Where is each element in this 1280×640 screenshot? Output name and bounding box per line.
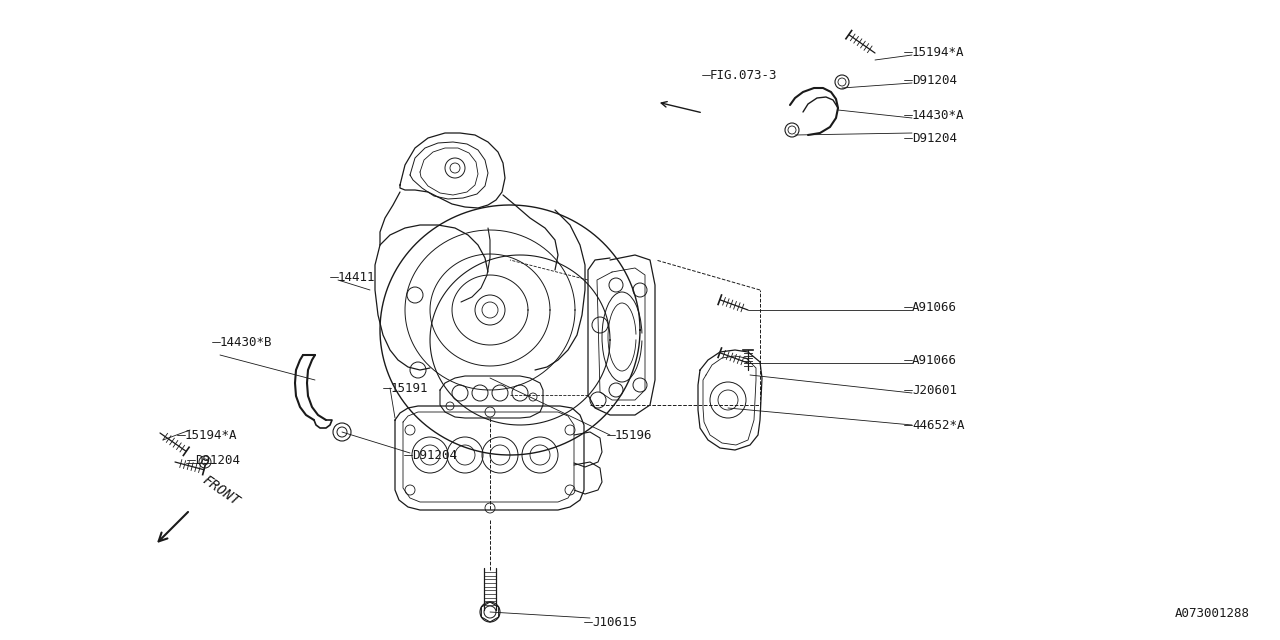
Text: D91204: D91204 bbox=[911, 131, 957, 145]
Text: D91204: D91204 bbox=[911, 74, 957, 86]
Text: FIG.073-3: FIG.073-3 bbox=[710, 68, 777, 81]
Text: J20601: J20601 bbox=[911, 383, 957, 397]
Text: 14411: 14411 bbox=[338, 271, 375, 284]
Text: A91066: A91066 bbox=[911, 301, 957, 314]
Text: 15194*A: 15194*A bbox=[911, 45, 965, 58]
Text: J10615: J10615 bbox=[591, 616, 637, 628]
Text: 15191: 15191 bbox=[390, 381, 429, 394]
Text: 15196: 15196 bbox=[614, 429, 653, 442]
Text: D91204: D91204 bbox=[195, 454, 241, 467]
Text: 44652*A: 44652*A bbox=[911, 419, 965, 431]
Text: FRONT: FRONT bbox=[200, 472, 242, 508]
Text: A91066: A91066 bbox=[911, 353, 957, 367]
Text: 14430*A: 14430*A bbox=[911, 109, 965, 122]
Text: 15194*A: 15194*A bbox=[186, 429, 238, 442]
Text: 14430*B: 14430*B bbox=[220, 335, 273, 349]
Text: D91204: D91204 bbox=[412, 449, 457, 461]
Text: A073001288: A073001288 bbox=[1175, 607, 1251, 620]
